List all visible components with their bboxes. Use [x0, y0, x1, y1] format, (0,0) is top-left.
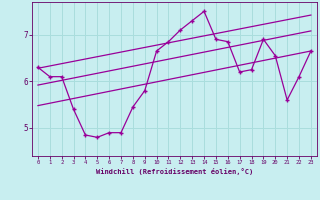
X-axis label: Windchill (Refroidissement éolien,°C): Windchill (Refroidissement éolien,°C)	[96, 168, 253, 175]
